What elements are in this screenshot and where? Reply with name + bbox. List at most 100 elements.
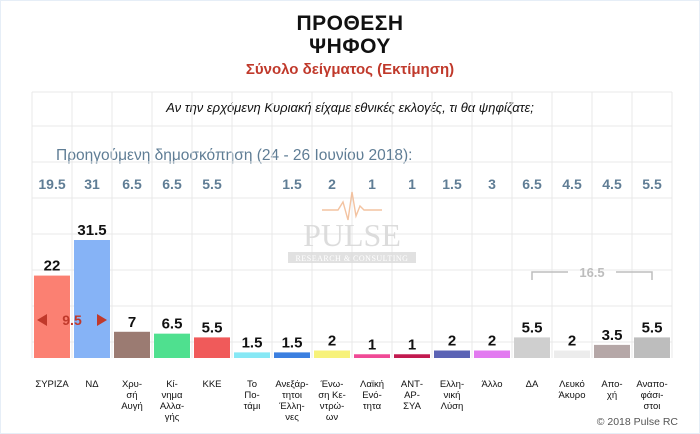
bar-12: [514, 337, 550, 358]
category-label: ΑΝΤ-: [401, 379, 423, 390]
category-label: ση Κε-: [318, 390, 346, 401]
previous-value-label: 6.5: [522, 176, 542, 192]
category-label: ων: [326, 412, 338, 423]
data-label: 1: [408, 336, 416, 353]
data-label: 2: [328, 333, 336, 350]
category-label: Κί-: [166, 379, 178, 390]
data-label: 6.5: [162, 316, 183, 333]
data-label: 2: [448, 333, 456, 350]
bar-9: [394, 354, 430, 358]
category-label: Ελλη-: [440, 379, 464, 390]
category-label: νες: [285, 412, 299, 423]
bar-3: [154, 333, 190, 358]
previous-value-label: 1: [408, 176, 416, 192]
previous-value-label: 6.5: [122, 176, 142, 192]
category-label: Λαϊκή: [360, 379, 384, 390]
category-label: Λευκό: [559, 379, 585, 390]
category-label: ΚΚΕ: [202, 379, 221, 390]
category-label: Λύση: [441, 401, 464, 412]
category-label: Το: [247, 379, 257, 390]
bar-2: [114, 331, 150, 358]
category-label: νημα: [162, 390, 184, 401]
previous-value-label: 3: [488, 176, 496, 192]
bar-10: [434, 350, 470, 358]
lead-annotation: 9.5: [62, 312, 82, 328]
category-label: Ανεξάρ-: [275, 379, 308, 390]
bracket-annotation: 16.5: [579, 265, 604, 280]
category-label: Άλλο: [482, 379, 503, 390]
copyright-credit: © 2018 Pulse RC: [596, 416, 678, 428]
category-label: Αλλα-: [160, 401, 184, 412]
bar-15: [634, 337, 670, 358]
category-label: Πο-: [244, 390, 259, 401]
category-label: ΑΡ-: [404, 390, 420, 401]
data-label: 1.5: [282, 334, 303, 351]
previous-value-label: 1: [368, 176, 376, 192]
category-label: Έλλη-: [278, 401, 304, 412]
bar-4: [194, 337, 230, 358]
category-label: χή: [607, 390, 617, 401]
category-label: νική: [444, 390, 461, 401]
logo-tagline: RESEARCH & CONSULTING: [296, 254, 409, 263]
previous-value-label: 19.5: [38, 176, 65, 192]
category-label: Αναπο-: [636, 379, 667, 390]
category-label: ΣΥΡΙΖΑ: [35, 379, 69, 390]
previous-value-label: 1.5: [442, 176, 462, 192]
category-label: φάσι-: [641, 390, 664, 401]
previous-value-label: 1.5: [282, 176, 302, 192]
data-label: 2: [568, 333, 576, 350]
lead-arrow-right-icon: [97, 314, 107, 326]
data-label: 1.5: [242, 334, 263, 351]
previous-value-label: 2: [328, 176, 336, 192]
logo-wordmark: PULSE: [303, 217, 401, 253]
previous-value-label: 5.5: [202, 176, 222, 192]
pulse-logo-watermark: PULSE RESEARCH & CONSULTING: [288, 191, 416, 263]
category-label: γής: [165, 412, 180, 423]
category-label: ΝΔ: [85, 379, 99, 390]
data-label: 2: [488, 333, 496, 350]
data-label: 5.5: [202, 319, 223, 336]
category-label: Ένω-: [320, 379, 344, 390]
data-label: 3.5: [602, 327, 623, 344]
data-label: 1: [368, 336, 376, 353]
category-label: Άκυρο: [559, 390, 586, 401]
previous-poll-label: Προηγούμενη δημοσκόπηση (24 - 26 Ιουνίου…: [56, 147, 413, 164]
pulse-wave-icon: [322, 191, 382, 221]
category-label: τάμι: [244, 401, 261, 412]
bar-14: [594, 344, 630, 358]
logo-tagline-band: [288, 252, 416, 263]
chart-subtitle: Σύνολο δείγματος (Εκτίμηση): [245, 61, 455, 78]
bar-11: [474, 350, 510, 358]
previous-value-label: 6.5: [162, 176, 182, 192]
data-label: 5.5: [642, 319, 663, 336]
bar-13: [554, 350, 590, 358]
previous-value-label: 4.5: [602, 176, 622, 192]
previous-value-label: 4.5: [562, 176, 582, 192]
data-label: 22: [44, 258, 61, 275]
bar-8: [354, 354, 390, 358]
bar-0: [34, 275, 70, 358]
chart-title-line2: ΨΗΦΟΥ: [309, 35, 391, 58]
bracket-left: [531, 271, 568, 280]
data-label: 31.5: [77, 222, 106, 239]
bracket-right: [616, 271, 653, 280]
category-label: σή: [126, 390, 137, 401]
category-label: Ενό-: [362, 390, 382, 401]
category-label: Αυγή: [121, 401, 143, 412]
bar-6: [274, 352, 310, 358]
category-label: ΣΥΑ: [403, 401, 422, 412]
category-label: Απο-: [601, 379, 622, 390]
bar-7: [314, 350, 350, 358]
previous-value-label: 31: [84, 176, 100, 192]
previous-value-label: 5.5: [642, 176, 662, 192]
data-label: 5.5: [522, 319, 543, 336]
lead-arrow-left-icon: [37, 314, 47, 326]
bar-5: [234, 352, 270, 358]
category-label: τητοι: [282, 390, 302, 401]
category-label: τητα: [363, 401, 382, 412]
survey-question: Αν την ερχόμενη Κυριακή είχαμε εθνικές ε…: [166, 100, 534, 115]
category-label: ντρώ-: [320, 401, 345, 412]
bar-1: [74, 240, 110, 358]
